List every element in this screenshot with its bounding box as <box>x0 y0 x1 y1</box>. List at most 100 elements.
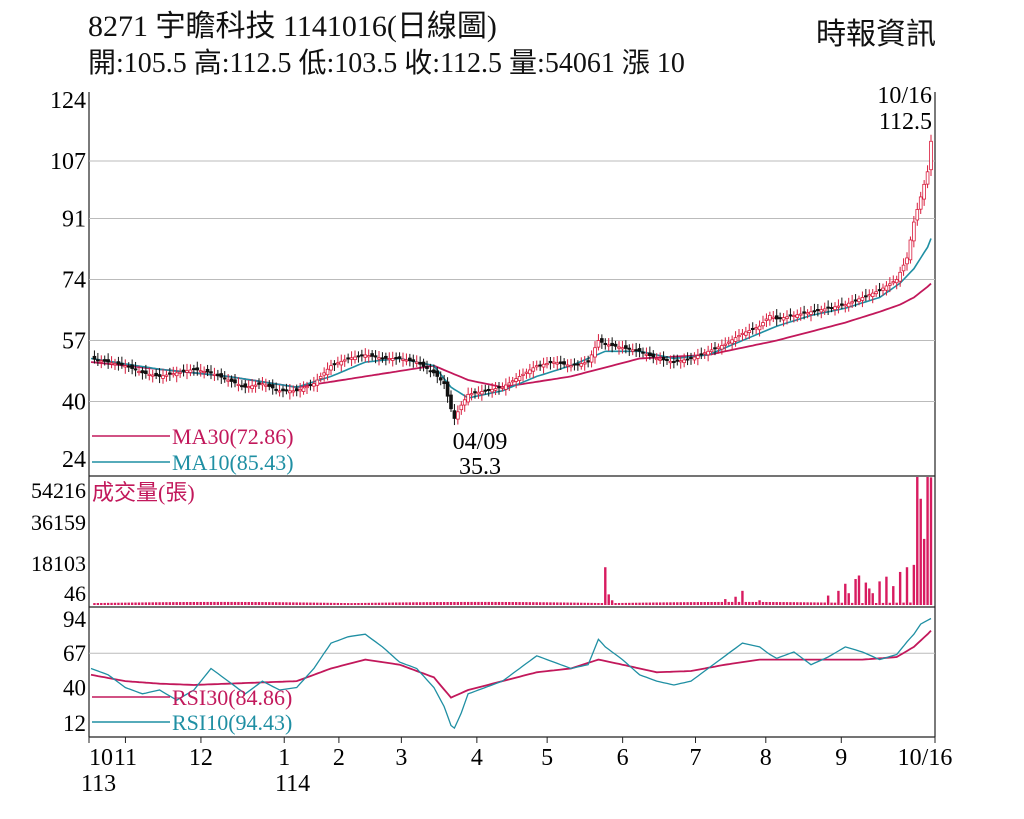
candle-up <box>236 383 241 386</box>
candle-up <box>593 347 597 358</box>
volume-bar <box>717 601 720 605</box>
candle-up <box>322 372 326 376</box>
candle-up <box>202 371 206 374</box>
volume-bar <box>830 602 833 605</box>
volume-bar <box>652 602 655 605</box>
volume-bar <box>559 602 562 605</box>
volume-bar <box>576 602 580 605</box>
volume-bar <box>141 602 144 605</box>
candle-up <box>785 316 789 319</box>
volume-bar <box>497 601 501 605</box>
price-tick-label: 74 <box>62 268 86 294</box>
volume-bar <box>802 602 806 605</box>
volume-bar <box>823 602 826 605</box>
candle-down <box>483 389 488 392</box>
candle-down <box>373 355 378 358</box>
candle-up <box>658 358 662 361</box>
volume-bar <box>350 603 353 605</box>
volume-bar <box>456 601 460 605</box>
candle-up <box>212 373 217 376</box>
candle-up <box>809 311 813 315</box>
candle-up <box>692 356 697 361</box>
candle-down <box>685 358 690 361</box>
candle-up <box>514 378 518 382</box>
candle-down <box>157 374 162 377</box>
candle-up <box>918 196 923 210</box>
candle-down <box>116 361 121 365</box>
volume-bar <box>466 601 470 605</box>
volume-bar <box>240 601 244 605</box>
volume-bar <box>106 602 110 605</box>
volume-bar <box>724 599 727 605</box>
volume-bar <box>634 602 638 605</box>
ma30-line <box>90 282 932 389</box>
volume-bar <box>902 602 905 605</box>
volume-bar <box>655 602 658 605</box>
price-tick-label: 40 <box>62 390 86 416</box>
candle-up <box>339 360 344 366</box>
candle-down <box>394 357 398 360</box>
volume-label: 成交量(張) <box>92 480 195 505</box>
candle-up <box>925 171 930 185</box>
volume-bar <box>730 601 734 605</box>
candle-up <box>466 393 470 403</box>
volume-bar <box>511 602 514 605</box>
candle-up <box>898 271 902 282</box>
candle-up <box>768 314 772 321</box>
candle-up <box>147 373 152 376</box>
volume-tick-label: 54216 <box>31 478 86 503</box>
volume-bar <box>775 602 778 605</box>
volume-bar <box>621 602 624 605</box>
candle-up <box>164 374 169 377</box>
candle-up <box>709 349 714 353</box>
volume-bar <box>460 601 463 605</box>
candle-up <box>541 363 546 368</box>
candle-up <box>150 374 155 377</box>
price-tick-label: 124 <box>50 88 86 114</box>
volume-bar <box>305 602 309 605</box>
candle-down <box>370 353 374 357</box>
volume-bar <box>682 602 686 605</box>
volume-bar <box>696 602 700 605</box>
volume-bar <box>751 601 754 605</box>
volume-bar <box>436 602 439 605</box>
candle-down <box>120 362 124 366</box>
volume-bar <box>792 602 796 605</box>
volume-bar <box>250 602 254 605</box>
ma10-line <box>90 238 932 399</box>
candle-down <box>92 355 97 360</box>
volume-bar <box>408 602 412 605</box>
volume-bar <box>480 601 484 605</box>
legend-rsi10-label: RSI10(94.43) <box>172 710 292 735</box>
volume-bar <box>168 602 172 605</box>
candle-up <box>500 386 505 389</box>
volume-bar <box>542 602 545 605</box>
candle-up <box>833 306 837 310</box>
candle-up <box>504 384 508 390</box>
volume-bar <box>463 601 466 605</box>
candle-down <box>572 363 577 366</box>
candle-down <box>864 295 868 298</box>
volume-bar <box>418 602 422 605</box>
volume-bar <box>192 601 196 605</box>
volume-bar <box>254 602 257 605</box>
candle-up <box>137 371 141 374</box>
candle-down <box>106 359 110 363</box>
volume-bar <box>895 602 898 605</box>
volume-bar <box>710 601 713 605</box>
volume-bar <box>833 602 837 605</box>
candle-down <box>438 377 443 381</box>
candle-down <box>750 327 755 330</box>
volume-bar <box>484 601 487 605</box>
candle-up <box>349 357 354 360</box>
volume-bar <box>137 602 141 605</box>
candle-up <box>617 346 621 349</box>
price-tick-label: 107 <box>50 149 86 175</box>
volume-bar <box>333 602 336 605</box>
volume-bar <box>322 602 326 605</box>
volume-bar <box>477 601 480 605</box>
candle-up <box>771 316 776 319</box>
volume-bar <box>796 602 799 605</box>
volume-bar <box>676 602 679 605</box>
